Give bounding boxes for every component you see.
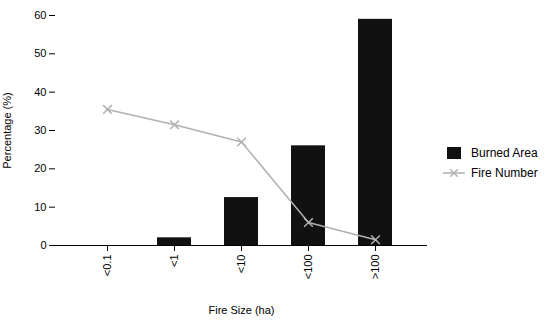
html-text:Fire Number: Fire Number: [471, 165, 538, 180]
svg-text:0: 0: [40, 239, 46, 251]
svg-text:Percentage (%): Percentage (%): [1, 92, 13, 168]
svg-text:20: 20: [34, 162, 46, 174]
svg-text:>100: >100: [369, 255, 381, 280]
svg-text:40: 40: [34, 86, 46, 98]
svg-text:<1: <1: [168, 255, 180, 268]
svg-text:10: 10: [34, 201, 46, 213]
svg-text:60: 60: [34, 9, 46, 21]
svg-text:<100: <100: [302, 255, 314, 280]
html-text:Burned Area: Burned Area: [471, 145, 538, 160]
svg-text:50: 50: [34, 47, 46, 59]
svg-text:<10: <10: [235, 255, 247, 274]
svg-text:Fire Size (ha): Fire Size (ha): [208, 304, 274, 316]
svg-text:<0.1: <0.1: [101, 255, 113, 277]
svg-text:30: 30: [34, 124, 46, 136]
